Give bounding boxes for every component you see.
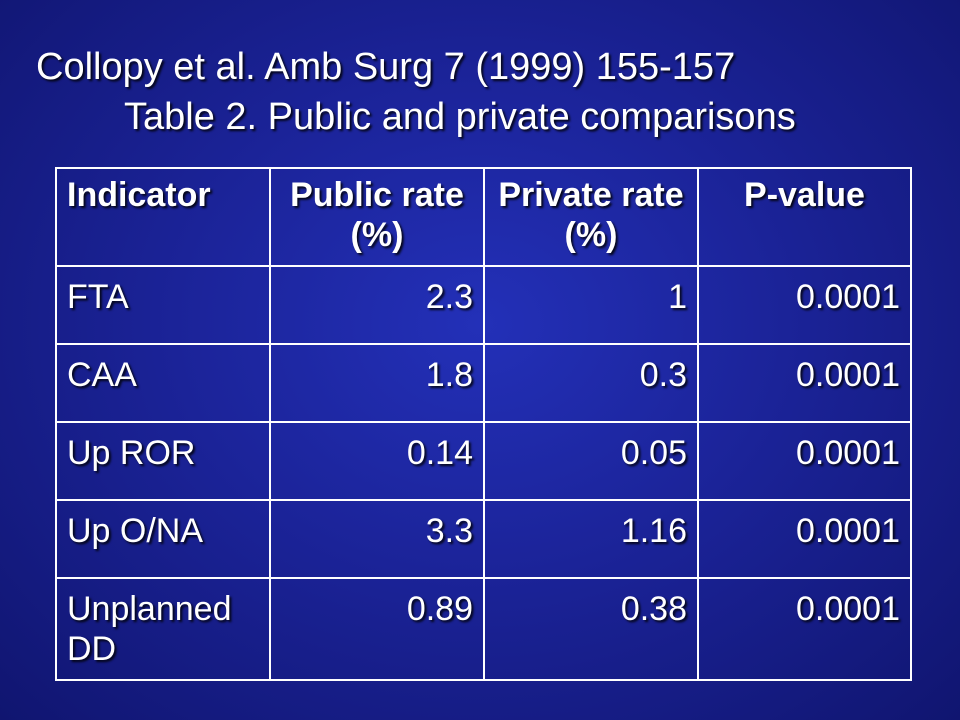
cell-private-rate: 0.38 (483, 577, 699, 681)
header-p-value: P-value (697, 167, 912, 267)
cell-public-rate: 0.89 (269, 577, 485, 681)
cell-p-value: 0.0001 (697, 343, 912, 423)
cell-public-rate: 1.8 (269, 343, 485, 423)
cell-p-value: 0.0001 (697, 265, 912, 345)
cell-private-rate: 0.3 (483, 343, 699, 423)
cell-p-value: 0.0001 (697, 499, 912, 579)
cell-public-rate: 3.3 (269, 499, 485, 579)
comparison-table: Indicator Public rate (%) Private rate (… (55, 167, 912, 681)
title-line-citation: Collopy et al. Amb Surg 7 (1999) 155-157 (36, 46, 736, 88)
header-private-rate: Private rate (%) (483, 167, 699, 267)
table-row: CAA 1.8 0.3 0.0001 (55, 343, 912, 423)
cell-indicator: CAA (55, 343, 271, 423)
table-row: Unplanned DD 0.89 0.38 0.0001 (55, 577, 912, 681)
cell-p-value: 0.0001 (697, 421, 912, 501)
header-indicator: Indicator (55, 167, 271, 267)
table-row: Up O/NA 3.3 1.16 0.0001 (55, 499, 912, 579)
cell-indicator: Up O/NA (55, 499, 271, 579)
cell-public-rate: 0.14 (269, 421, 485, 501)
cell-p-value: 0.0001 (697, 577, 912, 681)
header-public-rate: Public rate (%) (269, 167, 485, 267)
table-row: Up ROR 0.14 0.05 0.0001 (55, 421, 912, 501)
cell-indicator: Unplanned DD (55, 577, 271, 681)
cell-indicator: FTA (55, 265, 271, 345)
cell-indicator: Up ROR (55, 421, 271, 501)
cell-public-rate: 2.3 (269, 265, 485, 345)
cell-private-rate: 0.05 (483, 421, 699, 501)
table-header-row: Indicator Public rate (%) Private rate (… (55, 167, 912, 267)
table-row: FTA 2.3 1 0.0001 (55, 265, 912, 345)
title-line-table-caption: Table 2. Public and private comparisons (124, 96, 796, 138)
cell-private-rate: 1 (483, 265, 699, 345)
cell-private-rate: 1.16 (483, 499, 699, 579)
slide-title: Collopy et al. Amb Surg 7 (1999) 155-157… (36, 42, 936, 142)
